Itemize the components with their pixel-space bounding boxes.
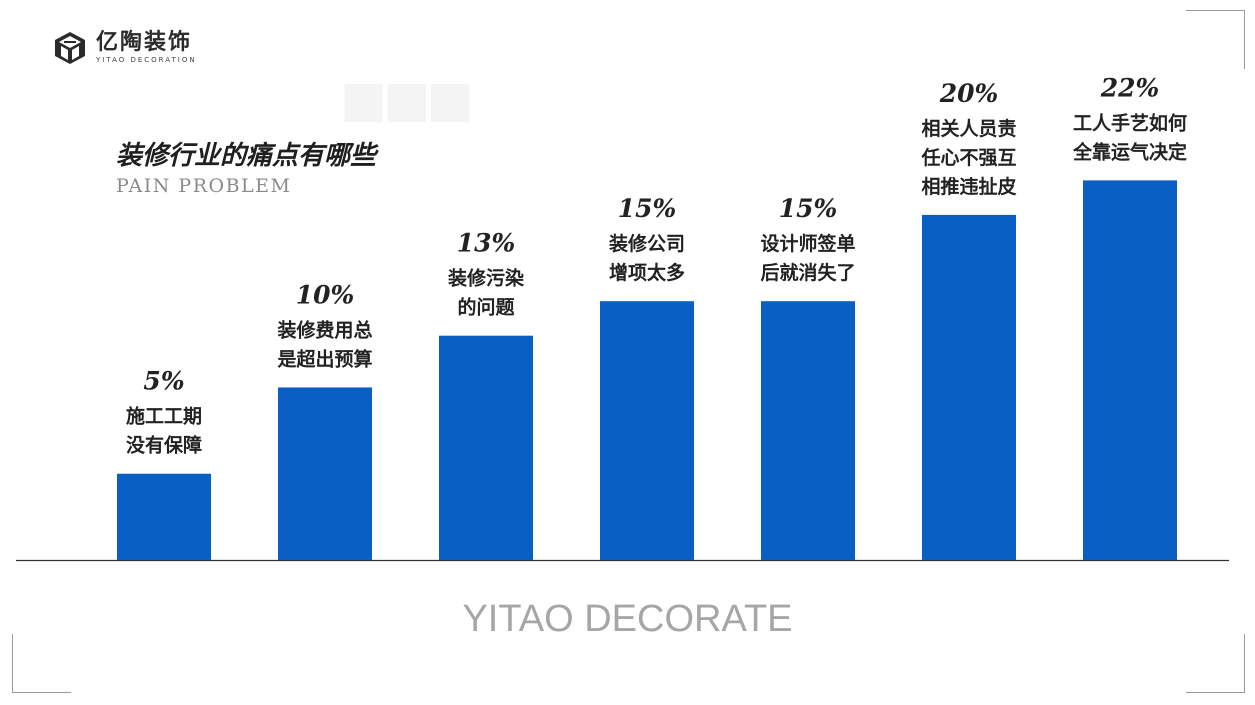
category-label-6-line-2: 任心不强互 — [920, 146, 1016, 169]
category-label-5-line-1: 设计师签单 — [760, 232, 855, 255]
slide-subtitle: PAIN PROBLEM — [116, 175, 292, 197]
category-label-4-line-2: 增项太多 — [609, 261, 685, 284]
logo-cube-icon — [55, 32, 85, 64]
category-label-1-line-2: 没有保障 — [126, 434, 202, 457]
category-label-6-line-1: 相关人员责 — [921, 117, 1016, 140]
category-label-3-line-1: 装修污染 — [447, 267, 524, 290]
category-label-2-line-1: 装修费用总 — [276, 318, 372, 341]
corner-frame-top-right — [1186, 10, 1245, 69]
value-label-1: 5% — [143, 367, 184, 396]
category-label-6-line-3: 相推违扯皮 — [921, 175, 1016, 198]
bar-4 — [600, 301, 694, 560]
value-label-7: 22% — [1100, 73, 1160, 102]
value-label-2: 10% — [296, 280, 355, 309]
category-label-2-line-2: 是超出预算 — [277, 347, 372, 370]
slide-title: 装修行业的痛点有哪些 — [116, 141, 377, 171]
bar-6 — [922, 214, 1016, 560]
value-label-3: 13% — [457, 229, 516, 258]
bar-1 — [117, 473, 211, 560]
bar-5 — [761, 301, 855, 560]
category-label-5-line-2: 后就消失了 — [760, 261, 855, 284]
watermark: ■■■ — [340, 70, 474, 128]
bar-7 — [1083, 180, 1177, 560]
corner-frame-bottom-left — [12, 634, 71, 693]
value-label-5: 15% — [779, 194, 838, 223]
bar-3 — [439, 335, 533, 560]
brand-name-cn: 亿陶装饰 — [96, 30, 193, 55]
category-label-1-line-1: 施工工期 — [126, 405, 202, 428]
brand-logo: 亿陶装饰 YITAO DECORATION — [52, 30, 197, 66]
brand-name-en: YITAO DECORATION — [96, 56, 197, 64]
value-label-4: 15% — [618, 194, 677, 223]
category-label-4-line-1: 装修公司 — [608, 232, 685, 255]
category-label-7-line-1: 工人手艺如何 — [1073, 111, 1187, 134]
bar-2 — [278, 387, 372, 560]
corner-frame-bottom-right — [1186, 634, 1245, 693]
value-label-6: 20% — [939, 79, 999, 108]
footer-text: YITAO DECORATE — [462, 598, 793, 640]
category-label-3-line-2: 的问题 — [457, 296, 514, 319]
category-label-7-line-2: 全靠运气决定 — [1072, 140, 1187, 163]
